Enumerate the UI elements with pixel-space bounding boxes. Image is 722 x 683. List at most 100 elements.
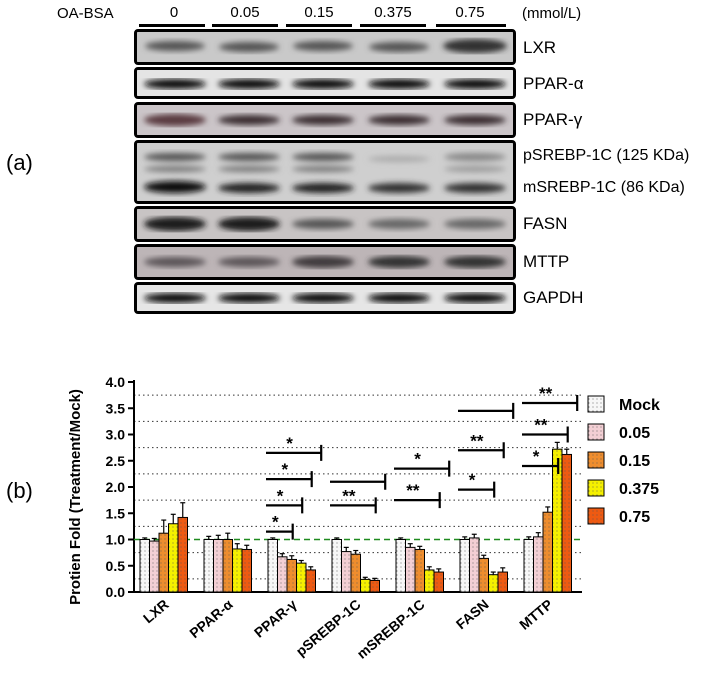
significance-mark: **: [406, 481, 420, 500]
bar: [277, 556, 288, 593]
legend-swatch: [587, 507, 605, 525]
blot-lxr: [134, 29, 516, 65]
significance-mark: *: [277, 486, 284, 505]
blot-label: PPAR-γ: [523, 110, 583, 129]
panel-b-label: (b): [6, 478, 33, 503]
x-tick-label: PPAR-α: [186, 596, 236, 641]
x-tick-label: FASN: [453, 596, 492, 632]
concentration-label: 0.375: [374, 4, 412, 21]
y-tick-label: 0.5: [106, 558, 126, 574]
bar: [158, 532, 169, 593]
blot-ppar-alpha: [134, 67, 516, 99]
y-tick-label: 2.5: [106, 453, 126, 469]
lane-bar: [212, 24, 278, 27]
bar: [341, 551, 352, 593]
blot-label: GAPDH: [523, 288, 584, 307]
blot-bands: [137, 143, 513, 201]
legend-swatch: [587, 479, 605, 497]
legend-swatch: [587, 395, 605, 413]
blot-srebp: [134, 140, 516, 204]
legend-label: 0.375: [619, 481, 659, 498]
bar: [395, 539, 406, 593]
concentration-label: 0: [169, 4, 179, 21]
blot-gapdh: [134, 282, 516, 314]
legend-swatch: [587, 451, 605, 469]
significance-mark: *: [469, 471, 476, 490]
bar: [296, 562, 307, 593]
blot-label: PPAR-α: [523, 74, 584, 93]
bar: [177, 516, 188, 593]
bar: [232, 548, 243, 593]
bar: [350, 553, 361, 593]
bar: [168, 523, 179, 593]
treatment-label: OA-BSA: [57, 5, 114, 22]
bar: [533, 536, 544, 593]
significance-mark: *: [286, 434, 293, 453]
significance-mark: **: [539, 384, 553, 403]
legend-swatch: [587, 423, 605, 441]
bar: [213, 539, 224, 593]
y-tick-label: 4.0: [106, 374, 126, 390]
y-tick-label: 1.5: [106, 505, 126, 521]
blot-bands: [137, 70, 513, 96]
blot-bands: [137, 105, 513, 135]
y-tick-label: 3.0: [106, 427, 126, 443]
significance-mark: **: [342, 486, 356, 505]
y-tick-label: 0.0: [106, 584, 126, 600]
bar: [286, 558, 297, 593]
significance-mark: **: [470, 431, 484, 450]
significance-mark: *: [272, 513, 279, 532]
bar: [222, 539, 233, 593]
bar: [149, 540, 160, 593]
significance-mark: *: [414, 450, 421, 469]
blot-fasn: [134, 206, 516, 242]
lane-bar: [286, 24, 352, 27]
blot-label: MTTP: [523, 252, 570, 271]
significance-mark: *: [282, 460, 289, 479]
blot-label: pSREBP-1C (125 KDa): [523, 147, 690, 164]
bar: [241, 548, 252, 593]
lane-bar: [360, 24, 426, 27]
significance-mark: **: [534, 416, 548, 435]
bar: [542, 511, 553, 593]
bar: [478, 557, 489, 593]
significance-mark: *: [533, 447, 540, 466]
bar: [267, 539, 278, 593]
legend-label: 0.15: [619, 453, 650, 470]
concentration-label: 0.15: [304, 4, 334, 21]
x-tick-label: PPAR-γ: [251, 596, 300, 641]
blot-ppar-gamma: [134, 102, 516, 138]
bar: [561, 453, 572, 593]
bar: [369, 579, 380, 593]
lane-bar: [436, 24, 506, 27]
blot-bands: [137, 32, 513, 62]
bar: [331, 539, 342, 593]
bar: [305, 569, 316, 593]
x-tick-label: mSREBP-1C: [354, 596, 428, 662]
bar-chart: 0.0 0.5 1.0 1.5 2.0 2.5 3.0 3.5 4.0 Protien Fold …: [67, 374, 660, 662]
unit-label: (mmol/L): [522, 5, 582, 22]
blot-bands: [137, 209, 513, 239]
y-tick-label: 2.0: [106, 479, 126, 495]
x-tick-label: LXR: [140, 596, 172, 626]
bar: [405, 546, 416, 593]
blot-bands: [137, 285, 513, 311]
concentration-label: 0.05: [230, 4, 260, 21]
blot-mttp: [134, 244, 516, 280]
x-tick-label: MTTP: [516, 596, 555, 633]
blot-bands: [137, 247, 513, 277]
concentration-label: 0.75: [455, 4, 485, 21]
blot-label: FASN: [523, 214, 568, 233]
lane-bar: [139, 24, 205, 27]
blot-label: LXR: [523, 38, 557, 57]
bar: [424, 569, 435, 593]
bar: [433, 571, 444, 593]
bar: [414, 548, 425, 593]
y-axis-title: Protien Fold (Treatment/Mock): [67, 389, 84, 605]
bar: [497, 571, 508, 593]
legend-label: Mock: [619, 397, 660, 414]
bar: [488, 574, 499, 593]
y-tick-label: 3.5: [106, 400, 126, 416]
bar: [139, 539, 150, 593]
y-tick-label: 1.0: [106, 532, 126, 548]
